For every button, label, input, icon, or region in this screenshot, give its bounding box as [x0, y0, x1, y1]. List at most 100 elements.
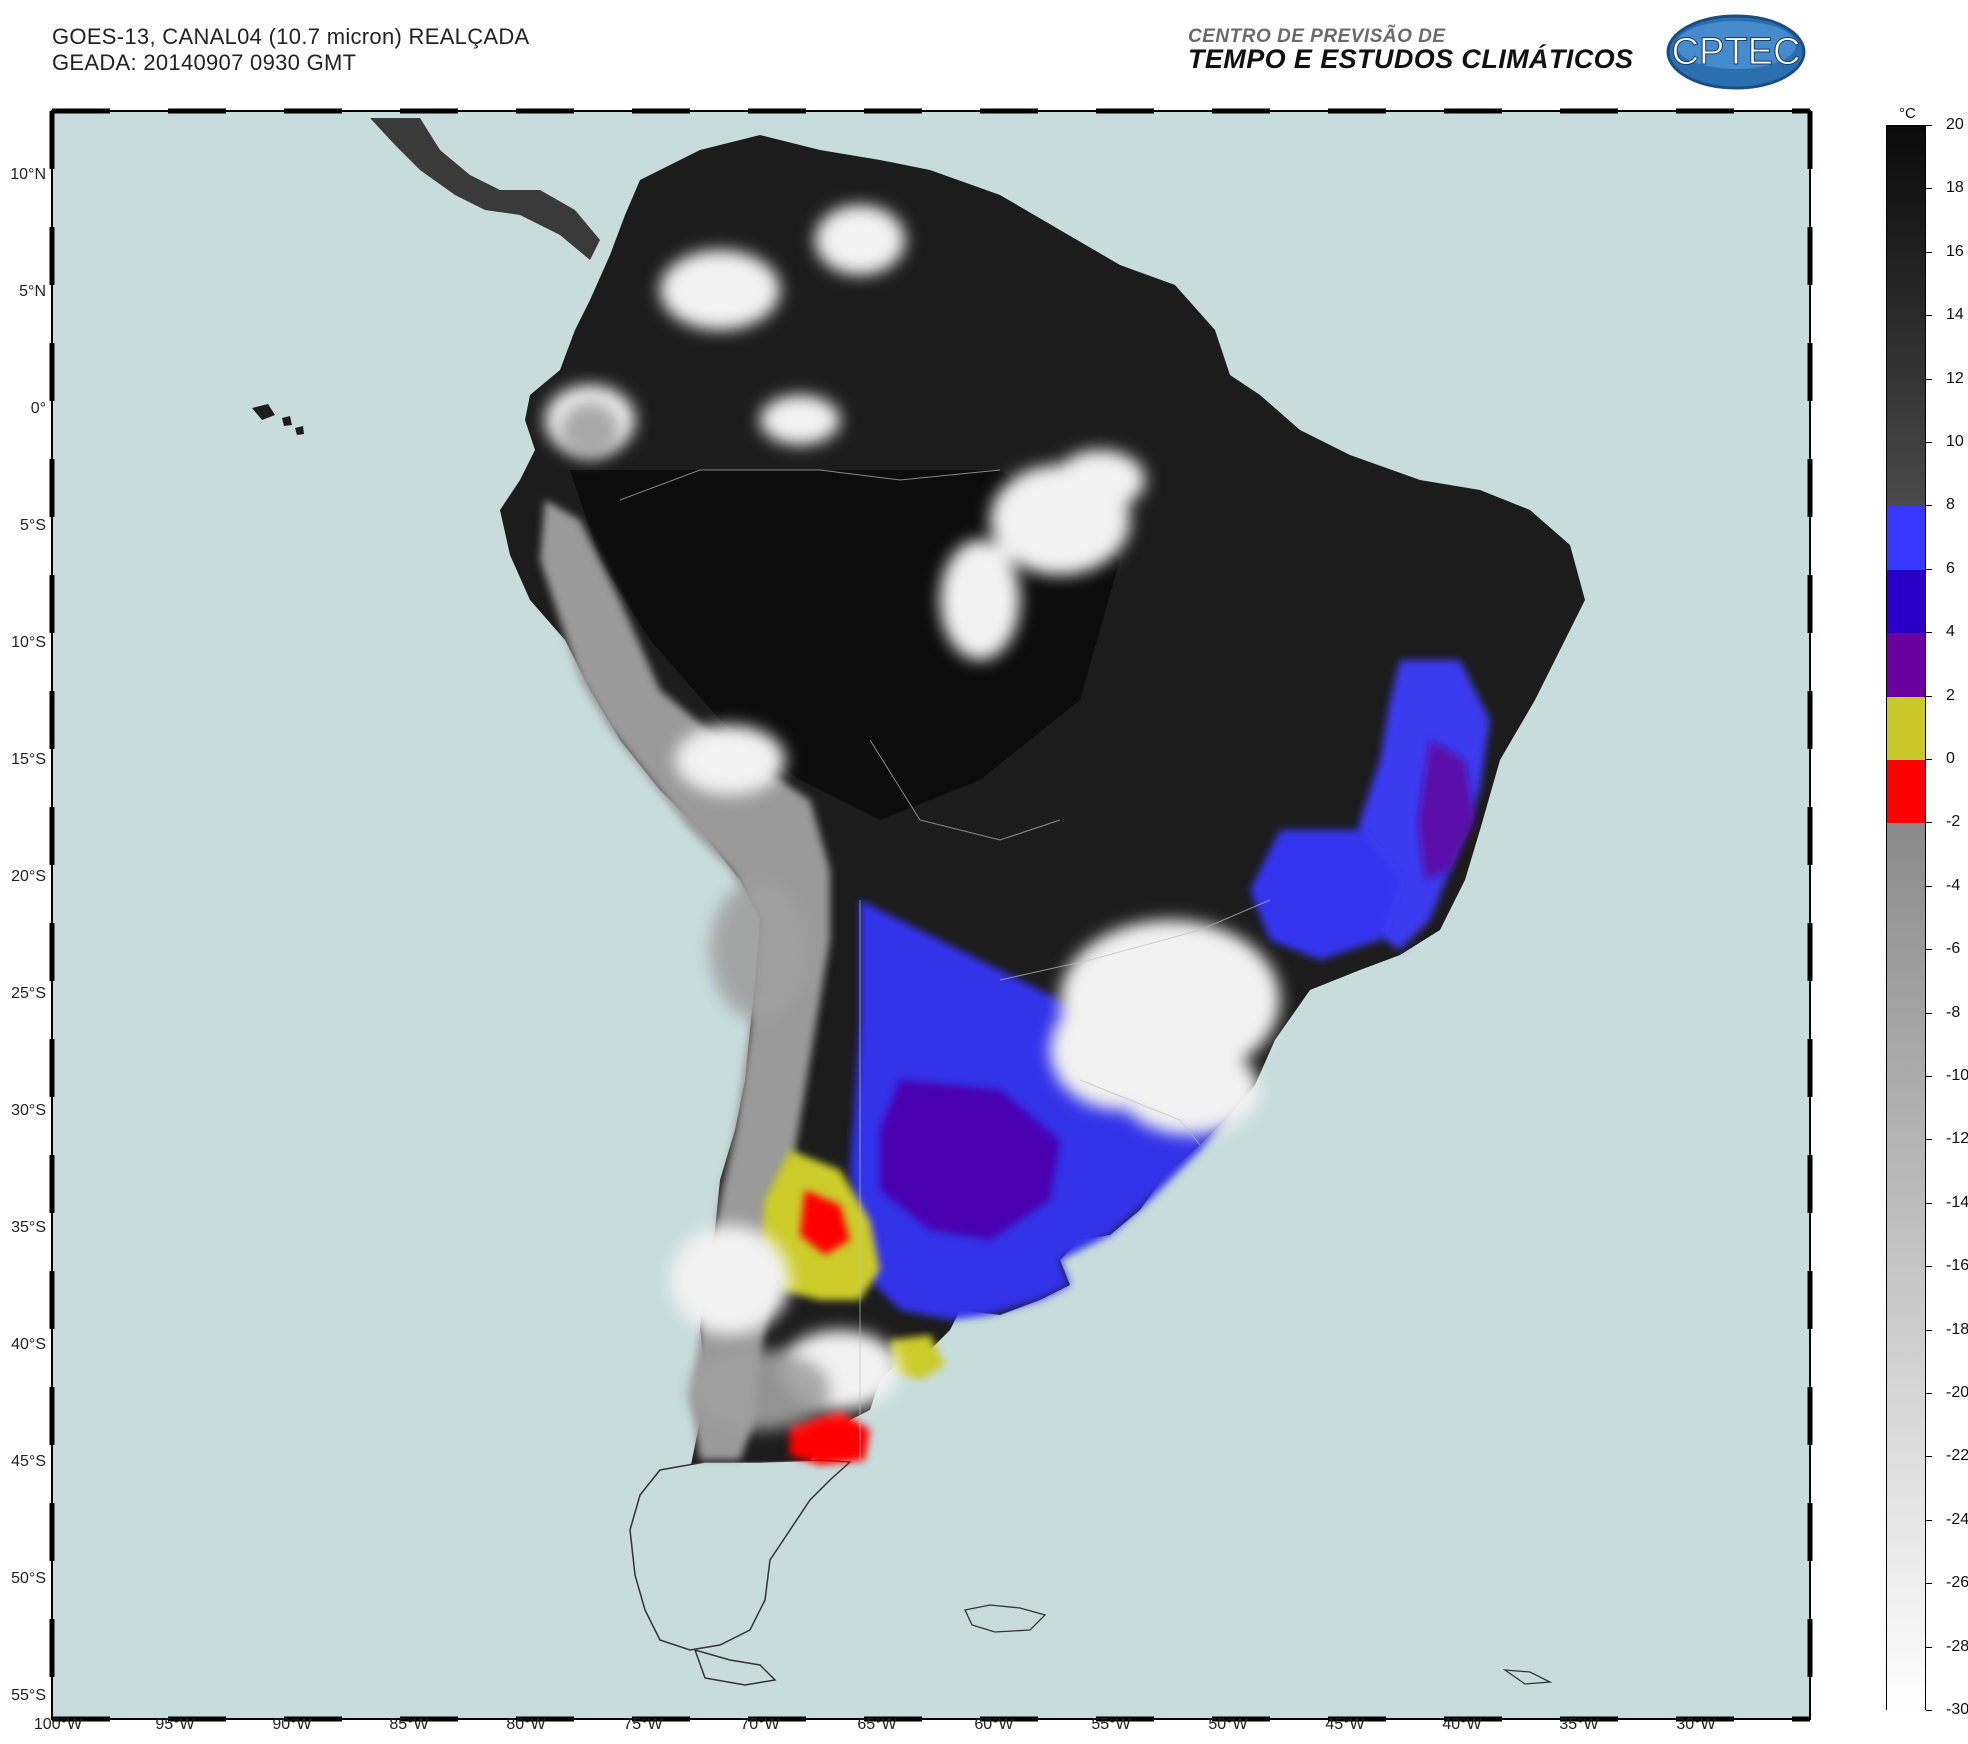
lat-label-50s: 50°S	[11, 1570, 46, 1587]
lat-label-10s: 10°S	[11, 634, 46, 651]
colorbar-tick-label: -6	[1946, 940, 1961, 958]
colorbar-tick-label: 14	[1946, 306, 1964, 324]
southeast-brazil-blue-region	[1250, 830, 1400, 960]
lon-label-35w: 35°W	[1559, 1716, 1599, 1733]
colorbar-tick-label: 18	[1946, 179, 1964, 197]
colorbar-band	[1887, 126, 1925, 507]
colorbar-band	[1887, 506, 1925, 570]
lat-label-35s: 35°S	[11, 1219, 46, 1236]
colorbar-tick-label: -20	[1946, 1384, 1968, 1401]
lon-label-50w: 50°W	[1208, 1716, 1248, 1733]
colorbar-tick-label: -18	[1946, 1320, 1968, 1338]
colorbar-tick-mark	[1926, 1012, 1932, 1014]
colorbar-tick-mark	[1926, 1710, 1932, 1711]
colorbar-tick-mark	[1926, 759, 1932, 760]
colorbar-tick-label: -26	[1946, 1574, 1968, 1592]
lon-label-90w: 90°W	[272, 1716, 312, 1733]
org-name-top: CENTRO DE PREVISÃO DE	[1188, 26, 1446, 47]
colorbar-tick-label: -10	[1946, 1067, 1968, 1084]
lon-label-70w: 70°W	[740, 1716, 780, 1733]
colorbar-tick-mark	[1926, 1076, 1932, 1077]
pampas-purple-region	[880, 1080, 1060, 1240]
tierra-del-fuego	[693, 1648, 777, 1686]
patagonia-outline	[629, 1459, 852, 1651]
colorbar-tick-label: 4	[1946, 623, 1955, 641]
frost-red-region-south	[790, 1410, 870, 1465]
lon-label-95w: 95°W	[155, 1716, 195, 1733]
lon-label-85w: 85°W	[389, 1716, 429, 1733]
temperature-colorbar	[1886, 125, 1926, 1711]
colorbar-tick-mark	[1926, 695, 1932, 697]
cloud-patches	[545, 205, 1280, 1410]
logo-text: CPTEC	[1672, 31, 1801, 73]
org-name-main: TEMPO E ESTUDOS CLIMÁTICOS	[1188, 44, 1634, 74]
colorbar-tick-mark	[1926, 315, 1932, 317]
political-borders	[619, 469, 1271, 1460]
product-title: GOES-13, CANAL04 (10.7 micron) REALÇADA	[52, 24, 530, 49]
colorbar-tick-mark	[1926, 1456, 1932, 1458]
colorbar-tick-mark	[1926, 442, 1932, 443]
colorbar-tick-mark	[1926, 949, 1932, 951]
colorbar-band	[1887, 633, 1925, 697]
colorbar-tick-label: -30	[1946, 1701, 1968, 1718]
colorbar-tick-mark	[1926, 1646, 1932, 1648]
grey-cloud-patches	[560, 402, 830, 1430]
cptec-logo: CPTEC	[1666, 14, 1806, 90]
product-datetime: GEADA: 20140907 0930 GMT	[52, 50, 357, 75]
lat-label-30s: 30°S	[11, 1102, 46, 1119]
lat-label-5n: 5°N	[19, 283, 46, 300]
frost-red-region-north	[800, 1190, 850, 1255]
colorbar-tick-label: 2	[1946, 686, 1955, 704]
lon-label-75w: 75°W	[623, 1716, 663, 1733]
colorbar-tick-mark	[1926, 1393, 1932, 1394]
map-frame	[51, 110, 1811, 1720]
colorbar-tick-label: 0	[1946, 750, 1955, 767]
galapagos-islands	[252, 404, 304, 435]
east-brazil-purple-region	[1418, 740, 1475, 880]
colorbar-tick-mark	[1926, 251, 1932, 253]
colorbar-tick-label: -4	[1946, 876, 1961, 894]
central-america-land	[370, 118, 600, 260]
lon-label-65w: 65°W	[857, 1716, 897, 1733]
lat-label-55s: 55°S	[11, 1687, 46, 1704]
frost-yellow-edge-south	[890, 1335, 945, 1380]
colorbar-tick-label: 16	[1946, 242, 1964, 260]
colorbar-tick-mark	[1926, 568, 1932, 570]
colorbar-tick-mark	[1926, 1519, 1932, 1521]
colorbar-tick-label: -24	[1946, 1510, 1968, 1528]
lat-label-5s: 5°S	[20, 517, 46, 534]
colorbar-tick-mark	[1926, 505, 1932, 507]
colorbar-tick-mark	[1926, 1266, 1932, 1268]
colorbar-tick-label: -22	[1946, 1447, 1968, 1465]
lat-label-20s: 20°S	[11, 868, 46, 885]
lat-label-10n: 10°N	[10, 166, 46, 183]
lon-label-40w: 40°W	[1442, 1716, 1482, 1733]
lat-label-40s: 40°S	[11, 1336, 46, 1353]
falkland-islands	[964, 1604, 1047, 1633]
colorbar-tick-mark	[1926, 1329, 1932, 1331]
colorbar-tick-label: -14	[1946, 1193, 1968, 1211]
colorbar-unit: °C	[1899, 105, 1916, 122]
colorbar-tick-label: 8	[1946, 496, 1955, 514]
colorbar-tick-mark	[1926, 188, 1932, 190]
colorbar-tick-mark	[1926, 378, 1932, 380]
lat-label-15s: 15°S	[11, 751, 46, 768]
frame-ticks	[49, 108, 1813, 1722]
lon-label-55w: 55°W	[1091, 1716, 1131, 1733]
colorbar-tick-mark	[1926, 1583, 1932, 1585]
colorbar-tick-label: -16	[1946, 1257, 1968, 1275]
colorbar-tick-mark	[1926, 125, 1932, 126]
colorbar-tick-mark	[1926, 1139, 1932, 1141]
colorbar-band	[1887, 569, 1925, 634]
colorbar-tick-label: 6	[1946, 559, 1955, 577]
colorbar-tick-mark	[1926, 1202, 1932, 1204]
colorbar-band	[1887, 696, 1925, 760]
colorbar-tick-label: -28	[1946, 1637, 1968, 1655]
lon-label-100w: 100°W	[33, 1716, 83, 1733]
colorbar-tick-label: -8	[1946, 1003, 1961, 1021]
lon-label-30w: 30°W	[1676, 1716, 1716, 1733]
colorbar-band	[1887, 823, 1925, 1711]
andes-cold-band	[540, 500, 830, 1460]
lat-label-25s: 25°S	[11, 985, 46, 1002]
